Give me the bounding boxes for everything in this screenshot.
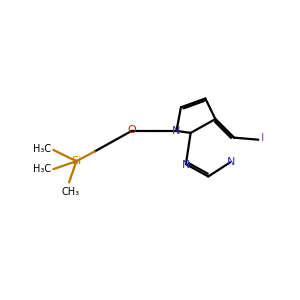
Text: H₃C: H₃C: [33, 164, 51, 173]
Text: Si: Si: [71, 156, 82, 166]
Text: I: I: [261, 133, 265, 143]
Text: N: N: [172, 126, 181, 136]
Text: N: N: [227, 157, 236, 167]
Text: O: O: [128, 125, 136, 135]
Text: H₃C: H₃C: [33, 144, 51, 154]
Text: CH₃: CH₃: [61, 187, 80, 197]
Text: N: N: [182, 160, 190, 170]
